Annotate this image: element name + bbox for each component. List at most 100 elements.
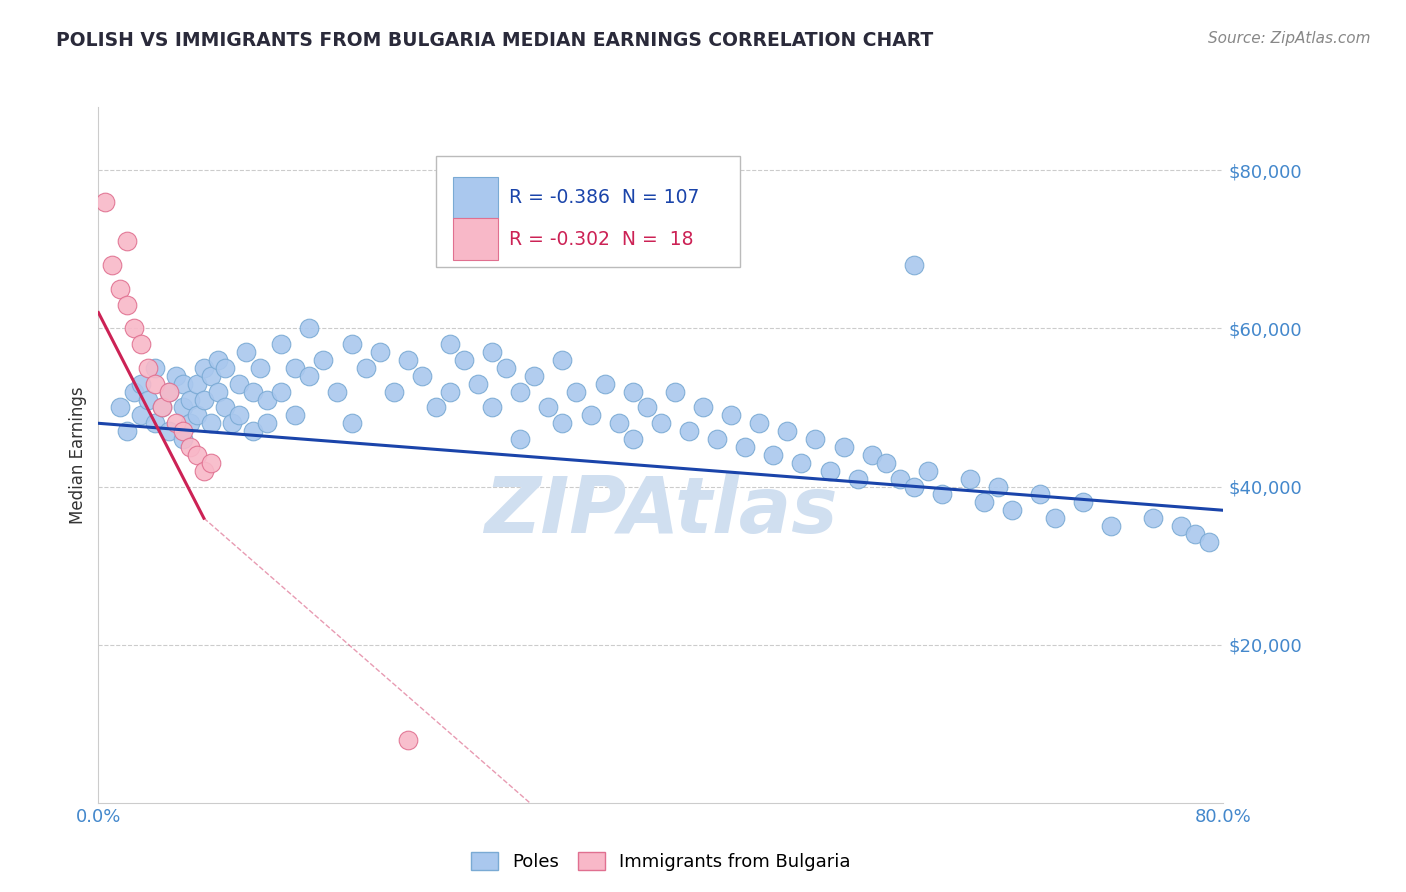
- Point: [129, 376, 152, 391]
- Point: [136, 392, 159, 407]
- Point: [200, 417, 222, 431]
- Point: [734, 440, 756, 454]
- Point: [157, 424, 180, 438]
- Point: [453, 353, 475, 368]
- Y-axis label: Median Earnings: Median Earnings: [69, 386, 87, 524]
- Point: [298, 321, 321, 335]
- Point: [495, 361, 517, 376]
- Point: [115, 235, 138, 249]
- Text: Source: ZipAtlas.com: Source: ZipAtlas.com: [1208, 31, 1371, 46]
- Point: [621, 384, 644, 399]
- Point: [228, 376, 250, 391]
- Text: ZIPAtlas: ZIPAtlas: [484, 473, 838, 549]
- Point: [108, 401, 131, 415]
- Point: [200, 456, 222, 470]
- Point: [1170, 519, 1192, 533]
- Point: [1043, 511, 1066, 525]
- Point: [207, 384, 229, 399]
- Point: [207, 353, 229, 368]
- Point: [889, 472, 911, 486]
- Text: R = -0.386  N = 107: R = -0.386 N = 107: [509, 188, 699, 207]
- Point: [165, 417, 187, 431]
- Point: [903, 258, 925, 272]
- Point: [621, 432, 644, 446]
- Point: [179, 417, 201, 431]
- Point: [115, 424, 138, 438]
- Point: [270, 384, 292, 399]
- Point: [108, 282, 131, 296]
- Point: [439, 337, 461, 351]
- Point: [1198, 535, 1220, 549]
- Point: [931, 487, 953, 501]
- Point: [509, 432, 531, 446]
- Point: [748, 417, 770, 431]
- Point: [860, 448, 883, 462]
- Point: [565, 384, 588, 399]
- Point: [129, 409, 152, 423]
- Point: [382, 384, 405, 399]
- Point: [235, 345, 257, 359]
- Point: [284, 409, 307, 423]
- Point: [579, 409, 602, 423]
- Point: [193, 392, 215, 407]
- Point: [354, 361, 377, 376]
- Point: [411, 368, 433, 383]
- Point: [143, 376, 166, 391]
- Point: [959, 472, 981, 486]
- Point: [136, 361, 159, 376]
- Point: [396, 732, 419, 747]
- Point: [172, 424, 194, 438]
- Point: [1001, 503, 1024, 517]
- Point: [706, 432, 728, 446]
- Point: [593, 376, 616, 391]
- Point: [1099, 519, 1122, 533]
- Point: [340, 417, 363, 431]
- Point: [150, 401, 173, 415]
- Point: [636, 401, 658, 415]
- Text: R = -0.302  N =  18: R = -0.302 N = 18: [509, 230, 693, 249]
- Point: [172, 376, 194, 391]
- FancyBboxPatch shape: [436, 156, 740, 267]
- Bar: [453, 219, 498, 260]
- Point: [298, 368, 321, 383]
- Point: [179, 392, 201, 407]
- Point: [256, 417, 278, 431]
- Point: [762, 448, 785, 462]
- Point: [186, 448, 208, 462]
- Point: [917, 464, 939, 478]
- Point: [242, 424, 264, 438]
- Point: [172, 401, 194, 415]
- Point: [551, 353, 574, 368]
- Point: [846, 472, 869, 486]
- Point: [157, 384, 180, 399]
- Point: [150, 401, 173, 415]
- Point: [157, 384, 180, 399]
- Point: [270, 337, 292, 351]
- Point: [143, 417, 166, 431]
- Point: [973, 495, 995, 509]
- Point: [186, 376, 208, 391]
- Point: [467, 376, 489, 391]
- Point: [396, 353, 419, 368]
- Point: [425, 401, 447, 415]
- Point: [368, 345, 391, 359]
- Point: [481, 345, 503, 359]
- Point: [678, 424, 700, 438]
- Point: [165, 368, 187, 383]
- Point: [1029, 487, 1052, 501]
- Point: [284, 361, 307, 376]
- Point: [1071, 495, 1094, 509]
- Point: [200, 368, 222, 383]
- Point: [832, 440, 855, 454]
- Point: [692, 243, 714, 257]
- Point: [122, 384, 145, 399]
- Point: [221, 417, 243, 431]
- Point: [439, 384, 461, 399]
- Point: [523, 368, 546, 383]
- Point: [790, 456, 813, 470]
- Point: [242, 384, 264, 399]
- Point: [481, 401, 503, 415]
- Point: [804, 432, 827, 446]
- Point: [101, 258, 124, 272]
- Point: [664, 384, 686, 399]
